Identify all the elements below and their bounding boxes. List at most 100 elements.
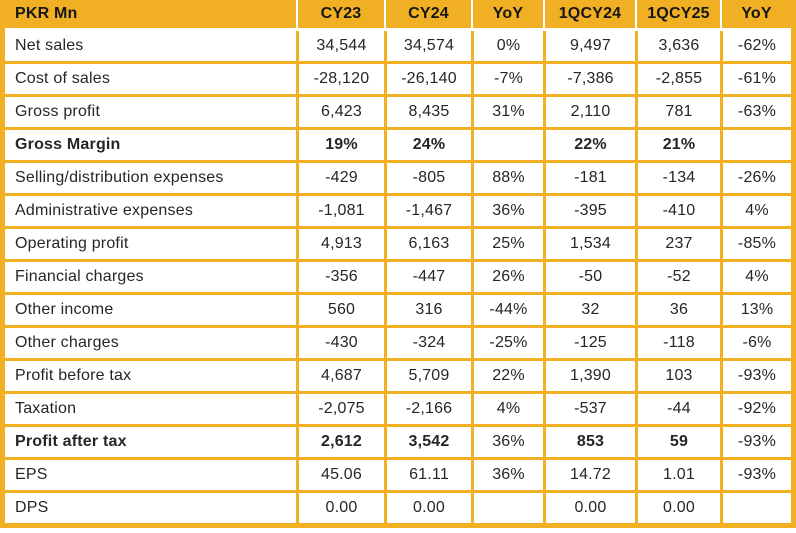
row-label-cell: Other income	[5, 295, 296, 328]
value-cell: 59	[635, 427, 720, 460]
table-row: Operating profit 4,913 6,163 25% 1,534 237 -85…	[5, 229, 791, 262]
row-label-cell: DPS	[5, 493, 296, 523]
value-cell: 24%	[384, 130, 471, 163]
table-row: DPS 0.00 0.00 0.00 0.00	[5, 493, 791, 523]
value-cell: -52	[635, 262, 720, 295]
value-cell: 36%	[471, 427, 543, 460]
row-label-cell: Cost of sales	[5, 64, 296, 97]
table-row: Administrative expenses -1,081 -1,467 36% -3…	[5, 196, 791, 229]
value-cell: 1.01	[635, 460, 720, 493]
table-body: Net sales 34,544 34,574 0% 9,497 3,636 -62% Cos…	[5, 31, 791, 523]
value-cell: -26,140	[384, 64, 471, 97]
value-cell: 103	[635, 361, 720, 394]
value-cell: 0%	[471, 31, 543, 64]
value-cell: 4%	[471, 394, 543, 427]
row-label-cell: Taxation	[5, 394, 296, 427]
value-cell: 22%	[471, 361, 543, 394]
value-cell: -28,120	[296, 64, 384, 97]
value-cell: 61.11	[384, 460, 471, 493]
row-label-cell: Administrative expenses	[5, 196, 296, 229]
value-cell: -93%	[720, 427, 791, 460]
value-cell: 4%	[720, 196, 791, 229]
column-header: YoY	[720, 0, 791, 31]
value-cell: 21%	[635, 130, 720, 163]
value-cell: -44%	[471, 295, 543, 328]
value-cell: -537	[543, 394, 635, 427]
value-cell: 3,636	[635, 31, 720, 64]
value-cell: 5,709	[384, 361, 471, 394]
value-cell: -63%	[720, 97, 791, 130]
value-cell: 781	[635, 97, 720, 130]
value-cell: 853	[543, 427, 635, 460]
value-cell: -93%	[720, 460, 791, 493]
value-cell: 4,687	[296, 361, 384, 394]
table-row: Selling/distribution expenses -429 -805 88%…	[5, 163, 791, 196]
table-row: Net sales 34,544 34,574 0% 9,497 3,636 -62%	[5, 31, 791, 64]
value-cell: -181	[543, 163, 635, 196]
value-cell: 0.00	[543, 493, 635, 523]
table-row: EPS 45.06 61.11 36% 14.72 1.01 -93%	[5, 460, 791, 493]
table-title-header: PKR Mn	[5, 0, 296, 31]
column-header: 1QCY25	[635, 0, 720, 31]
table-row: Cost of sales -28,120 -26,140 -7% -7,386 -2,8…	[5, 64, 791, 97]
value-cell: -7,386	[543, 64, 635, 97]
value-cell: 31%	[471, 97, 543, 130]
row-label-cell: Profit before tax	[5, 361, 296, 394]
value-cell: 4%	[720, 262, 791, 295]
value-cell: -429	[296, 163, 384, 196]
value-cell	[720, 130, 791, 163]
value-cell: 14.72	[543, 460, 635, 493]
value-cell	[720, 493, 791, 523]
value-cell: 45.06	[296, 460, 384, 493]
value-cell	[471, 493, 543, 523]
value-cell: 4,913	[296, 229, 384, 262]
value-cell: 25%	[471, 229, 543, 262]
value-cell: 34,574	[384, 31, 471, 64]
row-label-cell: Profit after tax	[5, 427, 296, 460]
column-header: 1QCY24	[543, 0, 635, 31]
value-cell: -134	[635, 163, 720, 196]
table-header: PKR Mn CY23 CY24 YoY 1QCY24 1QCY25 YoY	[5, 0, 791, 31]
value-cell: -44	[635, 394, 720, 427]
value-cell: -7%	[471, 64, 543, 97]
value-cell: -50	[543, 262, 635, 295]
value-cell: 1,390	[543, 361, 635, 394]
value-cell: 34,544	[296, 31, 384, 64]
column-header: CY24	[384, 0, 471, 31]
table-row: Profit before tax 4,687 5,709 22% 1,390 103 -9…	[5, 361, 791, 394]
value-cell: 36%	[471, 460, 543, 493]
value-cell: 6,423	[296, 97, 384, 130]
value-cell: 237	[635, 229, 720, 262]
value-cell: 13%	[720, 295, 791, 328]
column-header: CY23	[296, 0, 384, 31]
value-cell: -26%	[720, 163, 791, 196]
value-cell: 0.00	[384, 493, 471, 523]
value-cell: 19%	[296, 130, 384, 163]
table-row: Other charges -430 -324 -25% -125 -118 -6%	[5, 328, 791, 361]
value-cell: -410	[635, 196, 720, 229]
value-cell: -447	[384, 262, 471, 295]
value-cell: -395	[543, 196, 635, 229]
value-cell: -62%	[720, 31, 791, 64]
value-cell: -92%	[720, 394, 791, 427]
table-row: Gross Margin 19% 24% 22% 21%	[5, 130, 791, 163]
row-label-cell: Financial charges	[5, 262, 296, 295]
value-cell: -125	[543, 328, 635, 361]
value-cell: 560	[296, 295, 384, 328]
value-cell: 1,534	[543, 229, 635, 262]
value-cell: 2,110	[543, 97, 635, 130]
value-cell: -2,855	[635, 64, 720, 97]
value-cell: -430	[296, 328, 384, 361]
value-cell: -356	[296, 262, 384, 295]
row-label-cell: EPS	[5, 460, 296, 493]
value-cell: -93%	[720, 361, 791, 394]
value-cell: -25%	[471, 328, 543, 361]
value-cell: 0.00	[635, 493, 720, 523]
row-label-cell: Gross Margin	[5, 130, 296, 163]
value-cell: -2,166	[384, 394, 471, 427]
value-cell	[471, 130, 543, 163]
value-cell: -61%	[720, 64, 791, 97]
table-row: Gross profit 6,423 8,435 31% 2,110 781 -63%	[5, 97, 791, 130]
